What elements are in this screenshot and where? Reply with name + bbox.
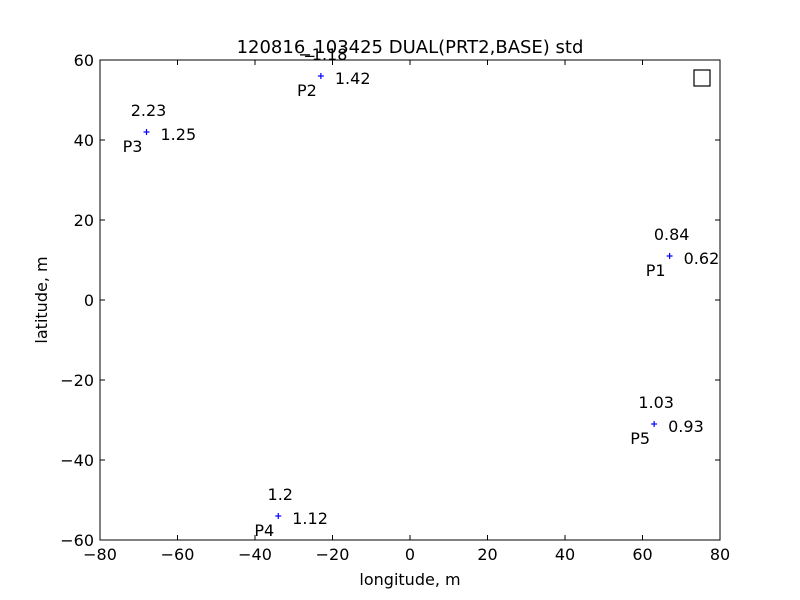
y-tick-label: 0 — [84, 291, 94, 310]
data-point-p1: 0.84 0.62 P1 — [646, 225, 720, 280]
y-tick-label: −60 — [60, 531, 94, 550]
x-tick-label: 40 — [555, 545, 575, 564]
x-tick-label: 20 — [477, 545, 497, 564]
point-top-value: 0.84 — [654, 225, 690, 244]
x-tick-label: −20 — [316, 545, 350, 564]
chart-title: 120816_103425 DUAL(PRT2,BASE) std — [237, 37, 584, 58]
point-name-label: P4 — [254, 521, 274, 540]
point-right-value: 1.25 — [161, 125, 197, 144]
data-point-p2: −1.18 1.42 P2 — [297, 45, 371, 100]
x-tick-label: −80 — [83, 545, 117, 564]
point-top-value: −1.18 — [298, 45, 347, 64]
legend-box — [693, 69, 711, 87]
x-axis-label: longitude, m — [359, 570, 460, 589]
y-tick-label: −20 — [60, 371, 94, 390]
y-tick-label: −40 — [60, 451, 94, 470]
x-tick-label: −40 — [238, 545, 272, 564]
y-tick-label: 40 — [74, 131, 94, 150]
point-top-value: 1.2 — [268, 485, 293, 504]
point-name-label: P2 — [297, 81, 317, 100]
point-top-value: 2.23 — [131, 101, 167, 120]
y-tick-label: 20 — [74, 211, 94, 230]
data-point-p3: 2.23 1.25 P3 — [123, 101, 197, 156]
y-tick-label: 60 — [74, 51, 94, 70]
data-point-p5: 1.03 0.93 P5 — [630, 393, 704, 448]
x-tick-label: 0 — [405, 545, 415, 564]
point-top-value: 1.03 — [638, 393, 674, 412]
point-right-value: 1.42 — [335, 69, 371, 88]
point-right-value: 0.93 — [668, 417, 704, 436]
x-tick-label: 60 — [632, 545, 652, 564]
x-tick-label: −60 — [161, 545, 195, 564]
plot-frame — [99, 59, 721, 541]
point-right-value: 0.62 — [684, 249, 720, 268]
y-axis-label: latitude, m — [32, 256, 51, 343]
plot-area — [99, 59, 721, 541]
point-name-label: P5 — [630, 429, 650, 448]
x-tick-label: 80 — [710, 545, 730, 564]
data-point-p4: 1.2 1.12 P4 — [254, 485, 328, 540]
data-points: 0.84 0.62 P1 −1.18 1.42 P2 2.23 1.25 P3 1.2 1.12 P4… — [123, 45, 720, 540]
point-name-label: P3 — [123, 137, 143, 156]
point-name-label: P1 — [646, 261, 666, 280]
point-right-value: 1.12 — [292, 509, 328, 528]
